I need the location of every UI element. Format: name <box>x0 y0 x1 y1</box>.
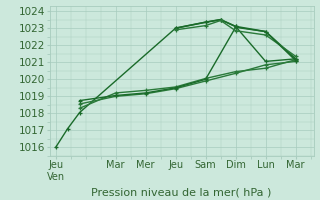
X-axis label: Pression niveau de la mer( hPa ): Pression niveau de la mer( hPa ) <box>92 187 272 197</box>
